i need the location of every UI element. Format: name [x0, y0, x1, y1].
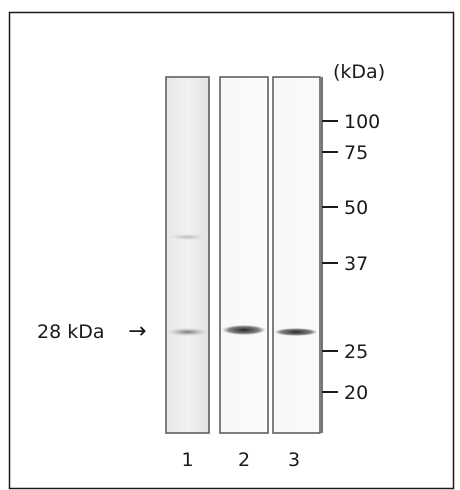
lane-3-membrane: [272, 76, 321, 434]
band-annotation: 28 kDa →: [37, 319, 146, 344]
marker-ladder: 100 75 50 37 25 20: [322, 111, 380, 404]
marker-label: 100: [344, 111, 380, 133]
lane-number: 2: [238, 449, 250, 471]
marker-37: 37: [322, 253, 368, 275]
lane-number: 3: [288, 449, 300, 471]
lane-2-band-28kda: [222, 325, 266, 335]
marker-label: 50: [344, 197, 368, 219]
lane-1-membrane: [165, 76, 210, 434]
marker-label: 37: [344, 253, 368, 275]
marker-100: 100: [322, 111, 380, 133]
band-label: 28 kDa: [37, 321, 105, 343]
marker-label: 25: [344, 341, 368, 363]
lane-numbers: 1 2 3: [181, 449, 300, 471]
marker-label: 75: [344, 142, 368, 164]
marker-50: 50: [322, 197, 368, 219]
lane-1-band-faint-upper: [170, 234, 205, 240]
marker-label: 20: [344, 382, 368, 404]
lane-number: 1: [181, 449, 193, 471]
marker-20: 20: [322, 382, 368, 404]
lane-3: [272, 76, 321, 434]
marker-25: 25: [322, 341, 368, 363]
lane-1-band-28kda: [167, 328, 208, 336]
marker-75: 75: [322, 142, 368, 164]
lane-3-band-28kda: [274, 328, 318, 336]
lane-1: [165, 76, 210, 434]
unit-label: (kDa): [333, 61, 385, 83]
lane-2: [219, 76, 269, 434]
lane-2-membrane: [219, 76, 269, 434]
right-arrow-icon: →: [128, 319, 146, 344]
